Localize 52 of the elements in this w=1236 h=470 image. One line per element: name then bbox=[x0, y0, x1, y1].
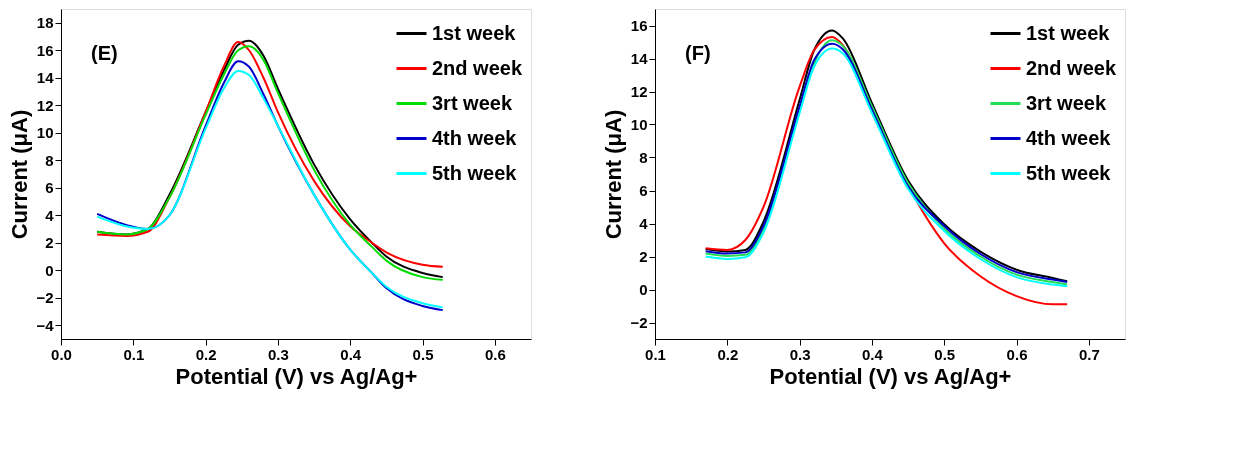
x-tick-label: 0.1 bbox=[645, 345, 666, 363]
y-tick-label: 6 bbox=[45, 179, 54, 197]
y-axis-title: Current (μA) bbox=[601, 109, 627, 240]
y-tick-label: −2 bbox=[36, 289, 54, 307]
legend-label: 4th week bbox=[1026, 126, 1112, 149]
y-tick-label: −4 bbox=[36, 316, 55, 334]
x-axis-title: Potential (V) vs Ag/Ag+ bbox=[175, 363, 418, 389]
y-tick-label: 0 bbox=[45, 261, 54, 279]
y-tick-label: 16 bbox=[36, 41, 54, 59]
x-tick-label: 0.2 bbox=[195, 345, 217, 363]
x-tick-label: 0.5 bbox=[934, 345, 956, 363]
y-tick-label: 12 bbox=[630, 83, 648, 100]
annotation: (E) bbox=[91, 42, 118, 64]
x-tick-label: 0.1 bbox=[123, 345, 145, 363]
x-tick-label: 0.6 bbox=[484, 345, 506, 363]
x-axis-title: Potential (V) vs Ag/Ag+ bbox=[769, 363, 1012, 389]
y-tick-label: 8 bbox=[45, 151, 54, 169]
x-tick-label: 0.3 bbox=[789, 345, 811, 363]
y-tick-label: 16 bbox=[630, 17, 648, 34]
legend-label: 5th week bbox=[1026, 161, 1112, 184]
y-axis-title: Current (μA) bbox=[7, 109, 33, 240]
x-tick-label: 0.3 bbox=[267, 345, 289, 363]
y-tick-label: 12 bbox=[36, 96, 54, 114]
y-tick-label: 18 bbox=[36, 14, 54, 32]
legend-label: 5th week bbox=[432, 161, 518, 184]
x-tick-label: 0.5 bbox=[412, 345, 434, 363]
x-tick-label: 0.6 bbox=[1006, 345, 1028, 363]
legend-label: 3rt week bbox=[1026, 91, 1107, 114]
x-tick-label: 0.2 bbox=[717, 345, 739, 363]
y-tick-label: 8 bbox=[639, 149, 648, 166]
y-tick-label: 2 bbox=[45, 234, 54, 252]
legend-label: 2nd week bbox=[432, 56, 523, 79]
legend-label: 4th week bbox=[432, 126, 518, 149]
annotation: (F) bbox=[685, 42, 711, 64]
y-tick-label: 14 bbox=[36, 69, 55, 87]
x-tick-label: 0.4 bbox=[340, 345, 362, 363]
y-tick-label: 14 bbox=[630, 50, 649, 67]
legend-label: 2nd week bbox=[1026, 56, 1117, 79]
x-tick-label: 0.7 bbox=[1078, 345, 1100, 363]
y-tick-label: 10 bbox=[630, 116, 648, 133]
legend-label: 3rt week bbox=[432, 91, 513, 114]
y-tick-label: 6 bbox=[639, 182, 648, 199]
y-tick-label: 10 bbox=[36, 124, 54, 142]
y-tick-label: −2 bbox=[630, 314, 648, 331]
y-tick-label: 0 bbox=[639, 281, 648, 298]
legend-label: 1st week bbox=[432, 21, 517, 44]
y-tick-label: 4 bbox=[45, 206, 55, 224]
y-tick-label: 4 bbox=[639, 215, 649, 232]
x-tick-label: 0.4 bbox=[861, 345, 884, 363]
legend-label: 1st week bbox=[1026, 21, 1111, 44]
y-tick-label: 2 bbox=[639, 248, 648, 265]
x-tick-label: 0.0 bbox=[51, 345, 72, 363]
